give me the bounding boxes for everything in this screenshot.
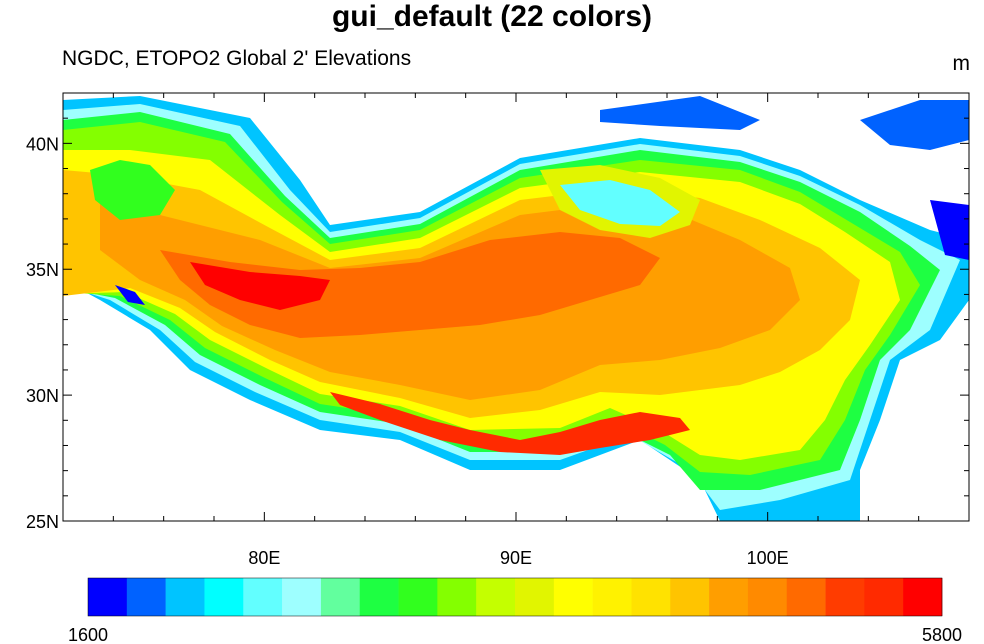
colorbar-swatch — [359, 578, 399, 616]
colorbar-swatch — [592, 578, 632, 616]
axis-tick-labels: 80E 90E 100E 25N 30N 35N 40N — [26, 134, 789, 568]
y-tick-label: 30N — [26, 386, 59, 406]
colorbar-swatch — [165, 578, 205, 616]
colorbar-swatch — [825, 578, 865, 616]
x-tick-label: 90E — [500, 548, 532, 568]
colorbar-swatch — [747, 578, 788, 616]
colorbar-swatch — [243, 578, 283, 616]
colorbar-swatch — [398, 578, 438, 616]
elevation-band — [90, 160, 175, 220]
elevation-band — [160, 232, 660, 338]
plot-area: 80E 90E 100E 25N 30N 35N 40N — [26, 92, 970, 568]
y-tick-label: 40N — [26, 134, 59, 154]
colorbar-swatch — [864, 578, 904, 616]
y-tick-label: 35N — [26, 260, 59, 280]
colorbar-swatch — [320, 578, 361, 616]
colorbar-min-label: 1600 — [68, 625, 108, 644]
chart-subtitle: NGDC, ETOPO2 Global 2' Elevations — [62, 47, 412, 70]
colorbar-max-label: 5800 — [922, 625, 962, 644]
elevation-band — [190, 262, 330, 310]
colorbar-swatch — [631, 578, 671, 616]
colorbar-swatch — [786, 578, 826, 616]
elevation-band — [860, 100, 969, 150]
elevation-band — [930, 200, 969, 260]
colorbar-swatch — [88, 578, 128, 616]
colorbar: 1600 5800 — [68, 577, 962, 644]
elevation-band — [330, 392, 690, 455]
chart-title: gui_default (22 colors) — [331, 0, 653, 33]
elevation-band — [560, 180, 680, 226]
colorbar-swatch — [476, 578, 516, 616]
colorbar-swatch — [204, 578, 244, 616]
x-tick-label: 100E — [747, 548, 789, 568]
y-tick-label: 25N — [26, 512, 59, 532]
colorbar-swatch — [903, 578, 943, 616]
units-label: m — [952, 52, 971, 75]
colorbar-swatch — [670, 578, 710, 616]
colorbar-swatch — [709, 578, 749, 616]
colorbar-frame — [87, 577, 943, 617]
axis-ticks — [62, 92, 970, 522]
elevation-band — [600, 96, 760, 130]
colorbar-swatch — [437, 578, 477, 616]
colorbar-swatch — [126, 578, 166, 616]
colorbar-swatch — [282, 578, 322, 616]
x-tick-label: 80E — [248, 548, 280, 568]
colorbar-swatch — [553, 578, 593, 616]
elevation-field — [63, 93, 969, 521]
elevation-band — [115, 285, 145, 305]
colorbar-swatch — [515, 578, 555, 616]
